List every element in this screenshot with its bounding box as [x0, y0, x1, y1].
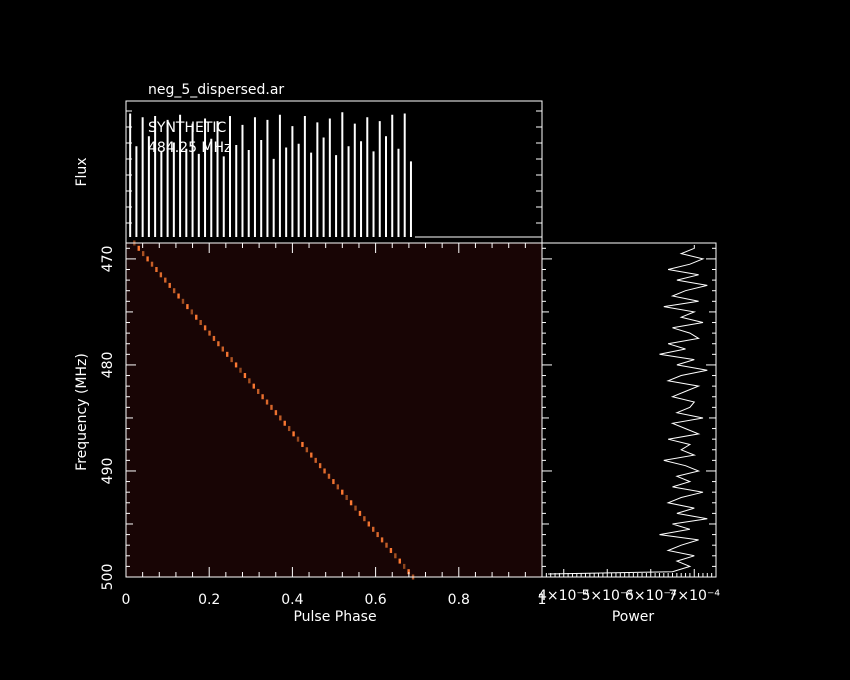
y-tick-label: 500 [100, 564, 116, 591]
x-tick-label: 0.2 [198, 592, 220, 608]
waterfall-cell [146, 256, 149, 262]
waterfall-cell [402, 563, 406, 569]
x-tick-label: 0.8 [448, 592, 470, 608]
x-tick-label: 0 [122, 592, 131, 608]
y-tick-label: 470 [100, 246, 116, 273]
waterfall-cell [248, 378, 251, 384]
x-tick-label: 0.6 [364, 592, 386, 608]
waterfall-cell [349, 500, 353, 506]
waterfall-cell [239, 367, 242, 373]
waterfall-cell [212, 335, 216, 341]
waterfall-cell [279, 415, 282, 421]
power-x-tick-label: 7×10⁻⁴ [669, 588, 721, 604]
waterfall-cell [230, 357, 233, 363]
waterfall-cell [380, 537, 384, 543]
waterfall-cell [265, 399, 269, 405]
waterfall-ytick-labels: 470 480 490 500 [100, 246, 116, 591]
waterfall-cell [345, 494, 348, 500]
waterfall-cell [168, 282, 171, 288]
waterfall-cell [283, 420, 286, 426]
power-x-tick-label: 5×10⁻⁴ [582, 588, 634, 604]
profile-title: neg_5_dispersed.ar [148, 82, 284, 98]
waterfall-cell [256, 388, 260, 394]
waterfall-cell [358, 510, 362, 516]
y-tick-label: 490 [100, 458, 116, 485]
waterfall-cell [141, 251, 145, 257]
profile-ylabel: Flux [74, 157, 90, 186]
waterfall-cell [363, 516, 366, 522]
waterfall-cell [270, 404, 273, 410]
waterfall-cell [389, 547, 393, 553]
waterfall-cell [159, 272, 163, 278]
x-tick-label: 0.4 [281, 592, 303, 608]
waterfall-cell [226, 351, 229, 357]
waterfall-cell [186, 304, 189, 310]
waterfall-cell [155, 267, 158, 273]
waterfall-cell [301, 441, 304, 447]
power-x-tick-label: 6×10⁻⁴ [625, 588, 677, 604]
waterfall-cell [150, 261, 154, 267]
waterfall-cell [341, 489, 344, 495]
waterfall-xlabel: Pulse Phase [293, 609, 376, 625]
waterfall-cell [310, 452, 313, 458]
waterfall-cell [181, 298, 185, 304]
profile-annotation-frequency: 484.25 MHz [148, 140, 231, 156]
waterfall-cell [327, 473, 331, 479]
profile-annotation-source: SYNTHETIC [148, 120, 227, 136]
waterfall-cell [394, 553, 397, 559]
waterfall-cell [234, 362, 238, 368]
profile-series [129, 112, 542, 238]
power-series-line [547, 245, 708, 575]
waterfall-cell [407, 569, 410, 575]
waterfall-cell [252, 383, 255, 389]
waterfall-cell [336, 484, 340, 490]
waterfall-cell [243, 373, 247, 379]
waterfall-cell [287, 426, 291, 432]
waterfall-cell [195, 314, 198, 320]
waterfall-ylabel: Frequency (MHz) [74, 353, 90, 471]
power-xlabel: Power [612, 609, 655, 625]
waterfall-cell [354, 505, 357, 511]
x-tick-label: 1 [538, 592, 547, 608]
waterfall-cell [367, 521, 370, 527]
power-x-tick-label: 4×10⁻⁴ [538, 588, 590, 604]
waterfall-cell [199, 320, 202, 326]
waterfall-cell [372, 526, 375, 532]
waterfall-cell [137, 245, 140, 251]
waterfall-cell [323, 468, 326, 474]
power-xtick-labels: 4×10⁻⁴5×10⁻⁴6×10⁻⁴7×10⁻⁴ [538, 588, 720, 604]
waterfall-cell [190, 309, 194, 315]
waterfall-cell [296, 436, 300, 442]
waterfall-cell [172, 288, 176, 294]
y-tick-label: 480 [100, 352, 116, 379]
waterfall-cell [164, 277, 167, 283]
waterfall-background [126, 243, 542, 577]
power-ticks [541, 569, 717, 577]
waterfall-cell [274, 410, 278, 416]
waterfall-cell [385, 542, 388, 548]
waterfall-cell [314, 457, 317, 463]
power-panel: 4×10⁻⁴5×10⁻⁴6×10⁻⁴7×10⁻⁴ Power [538, 242, 720, 625]
waterfall-cell [261, 394, 264, 400]
waterfall-cell [221, 346, 225, 352]
waterfall-cell [305, 447, 309, 453]
waterfall-cell [292, 431, 295, 437]
waterfall-cell [376, 532, 379, 538]
waterfall-cell [203, 325, 207, 331]
waterfall-cell [318, 463, 322, 469]
waterfall-cell [177, 293, 180, 299]
waterfall-cell [217, 341, 220, 347]
profile-panel: neg_5_dispersed.ar SYNTHETIC 484.25 MHz … [74, 82, 543, 244]
waterfall-cell [398, 558, 401, 564]
waterfall-cell [208, 330, 211, 336]
waterfall-xtick-labels: 0 0.2 0.4 0.6 0.8 1 [122, 592, 547, 608]
waterfall-cell [332, 479, 335, 485]
